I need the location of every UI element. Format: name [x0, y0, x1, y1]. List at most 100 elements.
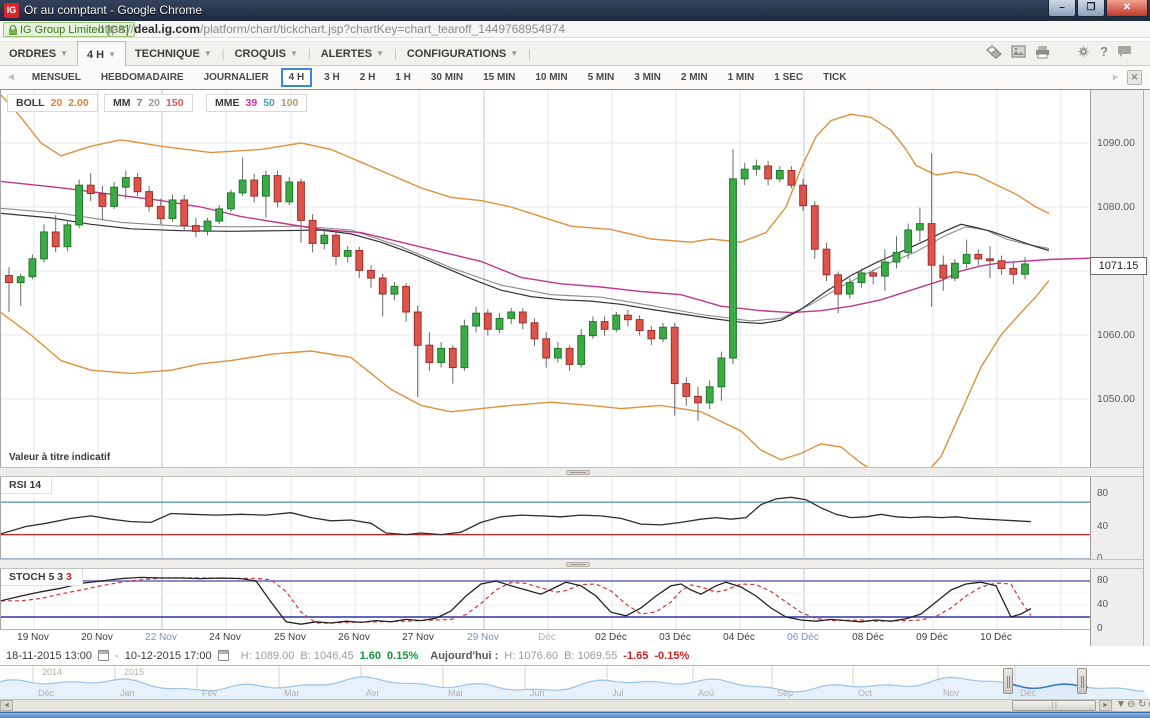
timeframe-hebdomadaire[interactable]: HEBDOMADAIRE [100, 72, 184, 83]
date-axis-label: 22 Nov [145, 632, 177, 643]
price-axis-label: 1090.00 [1097, 137, 1135, 149]
close-button[interactable]: ✕ [1106, 0, 1148, 17]
navigator-year-label: 2015 [124, 667, 145, 677]
range-end-date[interactable]: 10-12-2015 17:00 [124, 649, 212, 662]
navigator-month-label: Mai [448, 688, 463, 698]
menu-ordres[interactable]: ORDRES ▼ [9, 47, 68, 60]
navigator-month-label: Déc [38, 688, 55, 698]
restore-button[interactable]: ❐ [1077, 0, 1105, 17]
scrollbar-right-arrow[interactable]: ► [1099, 700, 1112, 711]
navigator-right-handle[interactable] [1077, 668, 1087, 694]
legend-param: 7 [136, 97, 143, 109]
address-bar[interactable]: IG Group Limited [GB] https://deal.ig.co… [0, 21, 1150, 38]
date-axis-label: 20 Nov [81, 632, 113, 643]
timeframe-1-h[interactable]: 1 H [395, 72, 411, 83]
stochastic-panel[interactable]: STOCH 5 3 3 [0, 569, 1090, 630]
scroll-right-icon[interactable]: ► [1111, 72, 1120, 82]
ig-favicon: IG [4, 3, 19, 18]
zoom-out-icon[interactable]: ⊖ [1127, 699, 1136, 710]
stoch-label[interactable]: STOCH 5 3 3 [1, 569, 83, 586]
scrollbar-left-arrow[interactable]: ◄ [0, 700, 13, 711]
settings-icon[interactable] [1076, 44, 1091, 59]
legend-mm[interactable]: MM 7 20 150 [104, 94, 193, 112]
legend-param: 20 [50, 97, 63, 109]
chart-scrollbar[interactable]: ◄ | | ► ▼ ⊖ ↻ ⊕ [0, 699, 1150, 712]
divider-grip-handle[interactable] [566, 470, 590, 475]
timeframe-3-min[interactable]: 3 MIN [634, 72, 661, 83]
rsi-label[interactable]: RSI 14 [1, 477, 53, 494]
menu-technique[interactable]: TECHNIQUE ▼ [135, 47, 212, 60]
refresh-icon[interactable]: ↻ [1138, 699, 1147, 710]
navigator-minichart [0, 666, 1150, 699]
timeframe-tick[interactable]: TICK [823, 72, 847, 83]
tags-icon[interactable] [986, 44, 1003, 59]
chart-status-bar: 18-11-2015 13:00 - 10-12-2015 17:00 H: 1… [0, 646, 1150, 666]
legend-param: 50 [263, 97, 275, 109]
date-axis-label: 04 Déc [723, 632, 755, 643]
window-title: Or au comptant - Google Chrome [24, 3, 203, 17]
panel-divider[interactable] [0, 467, 1143, 477]
price-chart-panel[interactable]: BOLL 20 2.00 MM 7 20 150 MME 39 50 100 Valeur à … [0, 90, 1092, 487]
navigator-month-label: Mar [284, 688, 300, 698]
url-text[interactable]: https://deal.ig.com/platform/chart/tickc… [98, 22, 566, 36]
price-axis: 1090.00 1080.00 1060.00 1050.00 80 40 0 80 40 0 [1090, 90, 1143, 646]
divider-grip-handle[interactable] [566, 562, 590, 567]
timeframe-bar: ◄ MENSUEL HEBDOMADAIRE JOURNALIER 4 H 3 H 2 H… [0, 66, 1150, 90]
timeframe-1-min[interactable]: 1 MIN [727, 72, 755, 83]
chart-menubar: ORDRES ▼ 4 H ▼ TECHNIQUE ▼ | CROQUIS ▼ | ALE… [0, 41, 1150, 67]
menu-configurations[interactable]: CONFIGURATIONS ▼ [406, 47, 519, 60]
timeframe-mensuel[interactable]: MENSUEL [31, 72, 81, 83]
timeframe-journalier[interactable]: JOURNALIER [203, 72, 269, 83]
site-identity-label: IG Group Limited [GB] [20, 23, 129, 36]
current-price-tag: 1071.15 [1090, 257, 1147, 275]
zoom-in-icon[interactable]: ⊕ [1148, 699, 1150, 710]
help-icon[interactable]: ? [1100, 44, 1108, 59]
navigator-year-label: 2014 [42, 667, 63, 677]
timeframe-4-h[interactable]: 4 H [280, 68, 313, 87]
legend-mme[interactable]: MME 39 50 100 [206, 94, 308, 112]
image-icon[interactable] [1011, 45, 1026, 58]
legend-param: 2.00 [68, 97, 89, 109]
today-change: -1.65 [623, 649, 649, 662]
menu-croquis[interactable]: CROQUIS ▼ [234, 47, 298, 60]
scrollbar-thumb[interactable]: | | [1012, 700, 1096, 711]
print-icon[interactable] [1035, 45, 1050, 59]
legend-bollinger[interactable]: BOLL 20 2.00 [7, 94, 98, 112]
navigator-month-label: Sep [777, 688, 794, 698]
rsi-chart [0, 477, 1090, 558]
calendar-icon[interactable] [98, 650, 110, 661]
panel-divider[interactable] [0, 559, 1143, 569]
timeframe-1-sec[interactable]: 1 SEC [774, 72, 804, 83]
scroll-left-icon[interactable]: ◄ [6, 72, 16, 83]
menu-alertes[interactable]: ALERTES ▼ [320, 47, 384, 60]
date-axis-label: 25 Nov [274, 632, 306, 643]
window-titlebar[interactable]: IG Or au comptant - Google Chrome – ❐ ✕ [0, 0, 1150, 21]
range-start-date[interactable]: 18-11-2015 13:00 [6, 649, 93, 662]
site-identity-badge[interactable]: IG Group Limited [GB] [3, 22, 135, 37]
menu-separator: | [307, 47, 311, 60]
minimize-button[interactable]: – [1048, 0, 1076, 17]
feedback-icon[interactable] [1117, 45, 1132, 58]
navigator-month-label: Jun [530, 688, 545, 698]
timeline-navigator[interactable]: 2014 2015 Déc Jan Fév Mar Avr Mai Jun Jul Aoû Sep Oc… [0, 666, 1150, 700]
navigator-left-handle[interactable] [1003, 668, 1013, 694]
close-chart-button[interactable]: ✕ [1127, 70, 1142, 85]
rsi-panel[interactable]: RSI 14 [0, 477, 1090, 559]
calendar-icon[interactable] [217, 650, 229, 661]
menu-interval[interactable]: 4 H ▼ [76, 41, 127, 67]
url-path: /platform/chart/tickchart.jsp?chartKey=c… [200, 22, 566, 36]
rsi-axis-label: 40 [1097, 520, 1109, 532]
range-high: H: 1089.00 [240, 649, 295, 662]
collapse-icon[interactable]: ▼ [1116, 699, 1126, 710]
timeframe-30-min[interactable]: 30 MIN [430, 72, 464, 83]
timeframe-2-min[interactable]: 2 MIN [680, 72, 708, 83]
timeframe-10-min[interactable]: 10 MIN [535, 72, 568, 83]
menu-separator: | [393, 47, 397, 60]
timeframe-3-h[interactable]: 3 H [324, 72, 340, 83]
timeframe-2-h[interactable]: 2 H [359, 72, 376, 83]
date-axis-label: 10 Déc [980, 632, 1012, 643]
timeframe-15-min[interactable]: 15 MIN [483, 72, 516, 83]
menu-separator: | [221, 47, 225, 60]
stoch-axis-label: 0 [1097, 623, 1103, 634]
timeframe-5-min[interactable]: 5 MIN [587, 72, 615, 83]
